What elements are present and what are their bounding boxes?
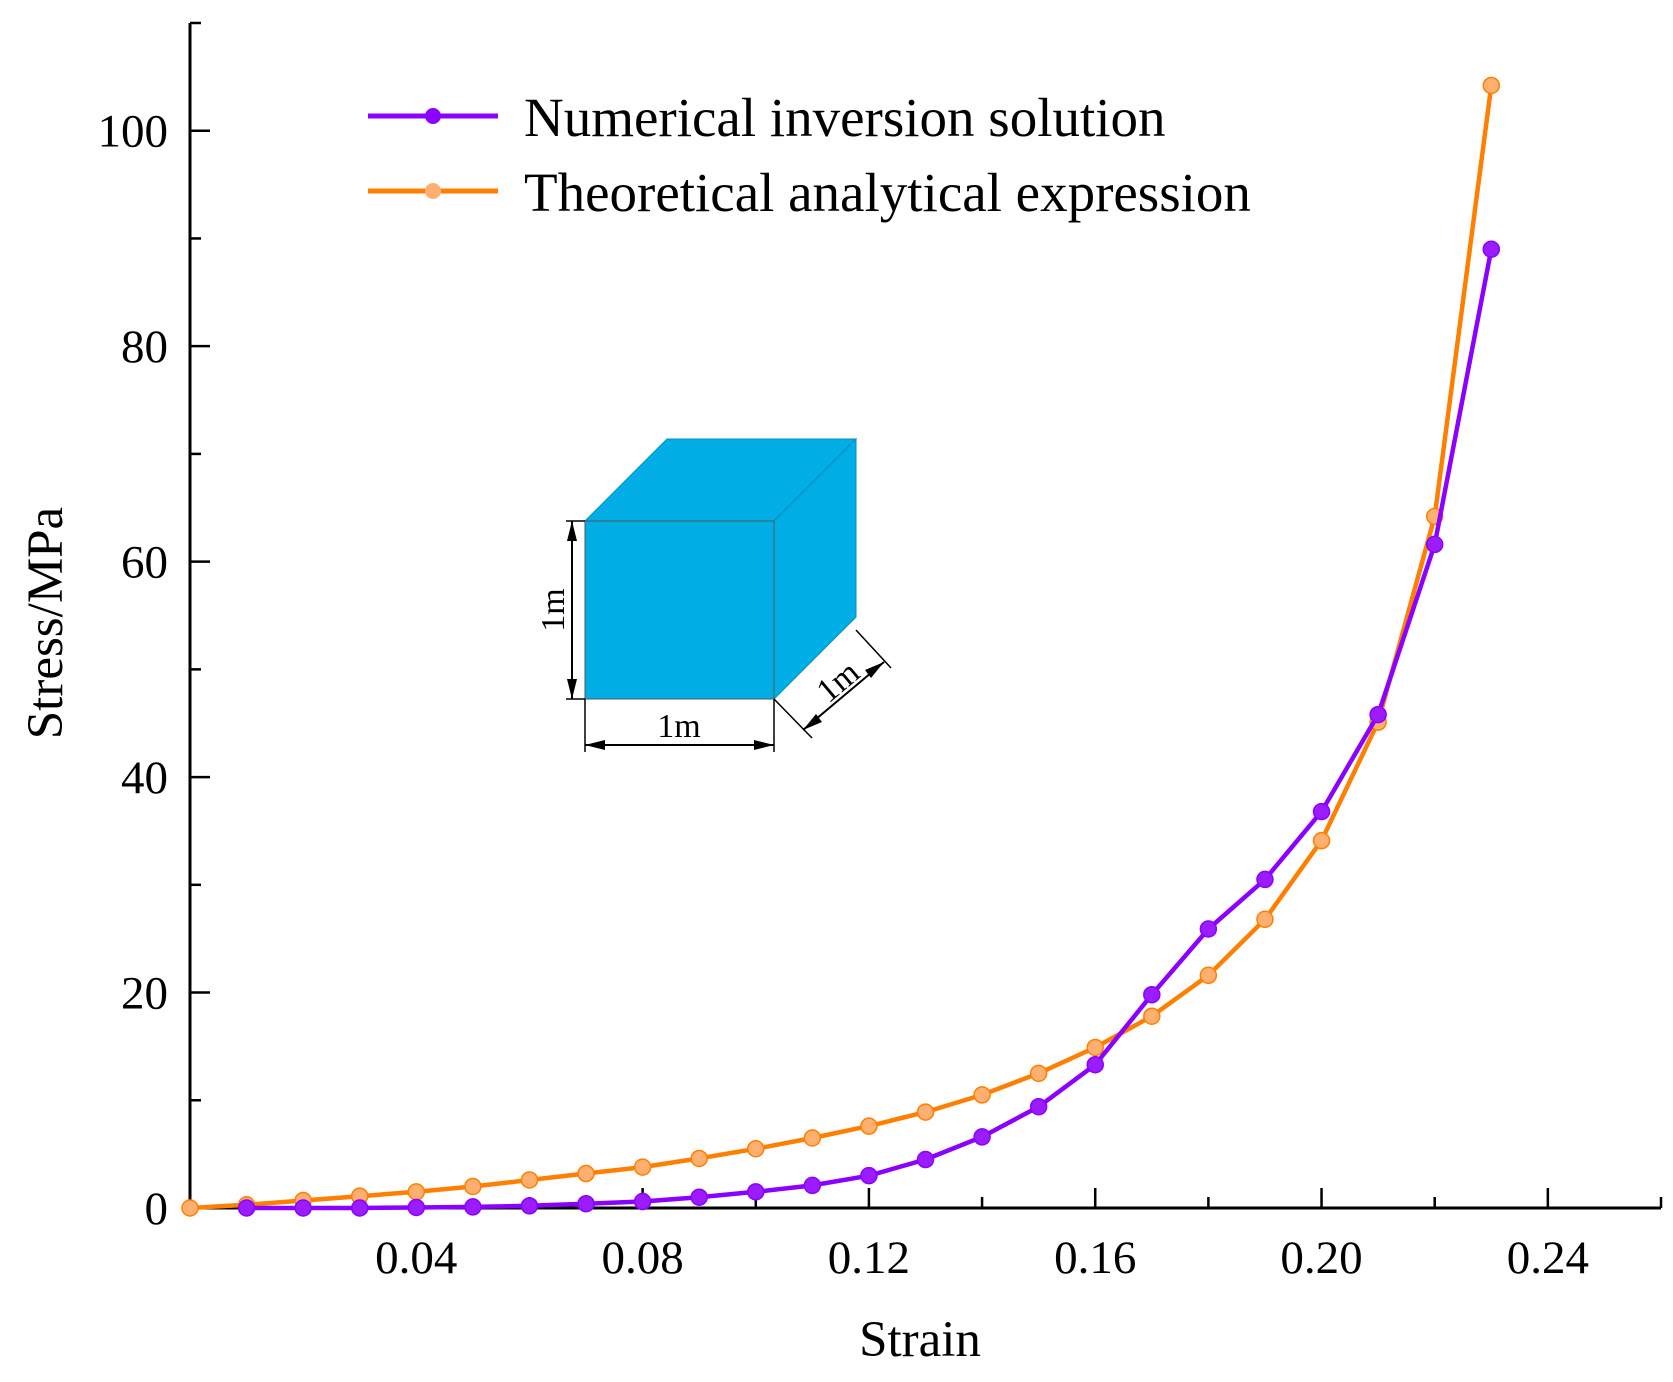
- data-point-theoretical: [1143, 1007, 1161, 1025]
- height-arrow-top: [567, 521, 577, 541]
- x-axis-ticks: 0.04 0.08 0.12 0.16 0.20 0.24: [301, 1188, 1663, 1284]
- data-point-numerical: [237, 1199, 256, 1217]
- width-arrow-right: [754, 740, 774, 750]
- y-tick-label: 80: [121, 321, 168, 373]
- x-axis-title: Strain: [859, 1312, 981, 1368]
- x-tick-label: 0.24: [1507, 1232, 1589, 1284]
- legend: Numerical inversion solution Theoretical…: [368, 87, 1251, 223]
- data-point-numerical: [803, 1176, 822, 1195]
- data-point-theoretical: [1256, 910, 1274, 929]
- data-point-theoretical: [747, 1140, 765, 1158]
- data-point-theoretical: [464, 1177, 482, 1196]
- data-point-theoretical: [1086, 1038, 1104, 1057]
- data-point-numerical: [520, 1197, 539, 1215]
- data-point-numerical: [1256, 870, 1274, 889]
- data-point-numerical: [633, 1192, 652, 1211]
- height-dimension-label: 1m: [535, 588, 572, 631]
- legend-marker-numerical: [425, 108, 441, 124]
- cube-illustration: 1m 1m 1m: [535, 437, 892, 752]
- depth-extension-front: [773, 698, 813, 739]
- data-point-theoretical: [181, 1199, 199, 1217]
- data-point-numerical: [1143, 985, 1161, 1004]
- x-tick-label: 0.12: [828, 1232, 910, 1284]
- data-point-numerical: [1029, 1097, 1048, 1116]
- x-tick-label: 0.20: [1280, 1232, 1362, 1284]
- data-point-numerical: [350, 1199, 369, 1217]
- height-arrow-bottom: [567, 679, 577, 699]
- depth-arrow-front: [803, 714, 822, 730]
- y-tick-label: 40: [121, 752, 168, 804]
- series-line-numerical: [246, 248, 1494, 1211]
- data-point-numerical: [916, 1150, 935, 1169]
- width-dimension-label: 1m: [657, 708, 700, 745]
- data-point-numerical: [407, 1198, 426, 1217]
- data-point-numerical: [294, 1199, 312, 1217]
- series-line-theoretical: [189, 85, 1494, 1211]
- legend-label-theoretical: Theoretical analytical expression: [524, 162, 1251, 223]
- legend-label-numerical: Numerical inversion solution: [524, 87, 1166, 148]
- y-tick-label: 0: [145, 1183, 169, 1235]
- data-point-numerical: [973, 1128, 991, 1146]
- y-axis-ticks: 0 20 40 60 80 100: [98, 21, 210, 1235]
- legend-marker-theoretical: [425, 183, 441, 199]
- x-tick-label: 0.08: [601, 1232, 683, 1284]
- depth-dimension-label: 1m: [810, 654, 867, 710]
- depth-extension-back: [855, 629, 892, 669]
- y-axis-title: Stress/MPa: [18, 507, 74, 739]
- width-arrow-left: [585, 740, 605, 750]
- data-point-numerical: [860, 1166, 878, 1185]
- y-tick-label: 60: [121, 537, 168, 589]
- x-tick-label: 0.04: [375, 1232, 457, 1284]
- data-point-theoretical: [916, 1103, 935, 1121]
- cube-front-face: [584, 520, 775, 700]
- data-point-theoretical: [973, 1086, 991, 1104]
- data-point-theoretical: [633, 1158, 652, 1176]
- data-point-numerical: [464, 1198, 482, 1216]
- y-tick-label: 20: [121, 968, 168, 1020]
- data-point-theoretical: [690, 1149, 708, 1168]
- depth-arrow-back: [865, 662, 884, 678]
- data-point-theoretical: [407, 1183, 426, 1201]
- data-point-theoretical: [520, 1171, 539, 1189]
- data-point-numerical: [747, 1183, 765, 1201]
- data-point-numerical: [1199, 920, 1218, 938]
- data-point-theoretical: [1199, 966, 1218, 985]
- data-point-numerical: [1482, 240, 1501, 258]
- data-point-numerical: [577, 1194, 595, 1213]
- data-point-numerical: [1425, 535, 1444, 554]
- data-point-theoretical: [860, 1117, 878, 1135]
- y-tick-label: 100: [98, 106, 169, 158]
- data-point-numerical: [1086, 1055, 1104, 1074]
- plot-series: [181, 76, 1501, 1217]
- data-point-theoretical: [577, 1164, 595, 1183]
- data-point-numerical: [1369, 705, 1387, 724]
- data-point-theoretical: [803, 1129, 822, 1147]
- data-point-theoretical: [1312, 831, 1331, 850]
- x-tick-label: 0.16: [1054, 1232, 1136, 1284]
- data-point-theoretical: [1029, 1064, 1048, 1083]
- data-point-numerical: [1312, 802, 1331, 821]
- data-point-numerical: [690, 1188, 708, 1206]
- data-point-theoretical: [1482, 76, 1501, 95]
